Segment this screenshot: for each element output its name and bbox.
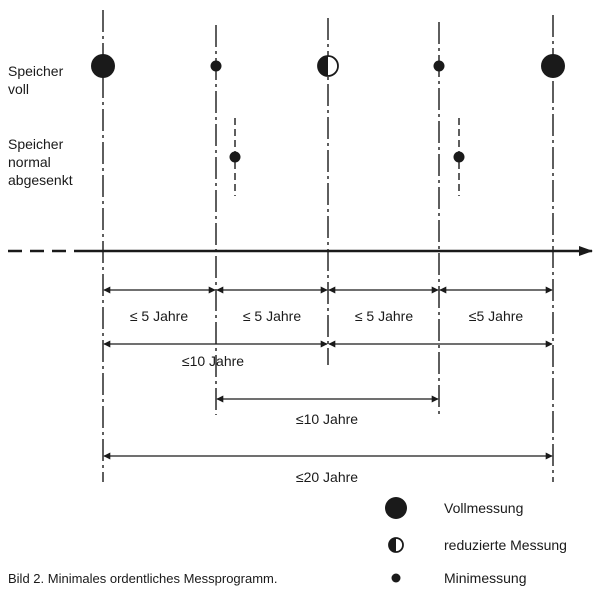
interval-5-label-2: ≤ 5 Jahre — [243, 308, 301, 324]
legend-mini-label: Minimessung — [444, 570, 526, 586]
row-label-lowered-line2: normal — [8, 154, 51, 170]
mini-measurement-dot-lowered-2 — [453, 151, 465, 163]
full-measurement-dot-2 — [541, 54, 565, 78]
mini-measurement-dot-lowered-1 — [229, 151, 241, 163]
vertical-guides — [102, 10, 554, 482]
legend: Vollmessung reduzierte Messung Minimessu… — [385, 497, 567, 586]
row-label-lowered-line1: Speicher — [8, 136, 64, 152]
figure-caption: Bild 2. Minimales ordentliches Messprogr… — [8, 571, 277, 586]
interval-10-label-b: ≤10 Jahre — [296, 411, 358, 427]
row-label-lowered-line3: abgesenkt — [8, 172, 73, 188]
legend-mini-icon — [391, 573, 401, 583]
legend-reduced-icon — [388, 537, 404, 553]
interval-20-label: ≤20 Jahre — [296, 469, 358, 485]
interval-5-label-3: ≤ 5 Jahre — [355, 308, 413, 324]
row-label-lowered: Speicher normal abgesenkt — [8, 136, 73, 188]
legend-full-label: Vollmessung — [444, 500, 523, 516]
row-label-full: Speicher voll — [8, 63, 67, 97]
mini-measurement-dot-2 — [433, 60, 445, 72]
full-measurement-dot-1 — [91, 54, 115, 78]
mini-measurement-dot-1 — [210, 60, 222, 72]
row-label-full-line1: Speicher — [8, 63, 64, 79]
legend-full-icon — [385, 497, 407, 519]
interval-lines — [103, 286, 553, 460]
interval-5-label-4: ≤5 Jahre — [469, 308, 524, 324]
interval-5-label-1: ≤ 5 Jahre — [130, 308, 188, 324]
legend-reduced-label: reduzierte Messung — [444, 537, 567, 553]
row-label-full-line2: voll — [8, 81, 29, 97]
reduced-measurement-dot — [317, 55, 339, 77]
interval-10-label-a: ≤10 Jahre — [182, 353, 244, 369]
